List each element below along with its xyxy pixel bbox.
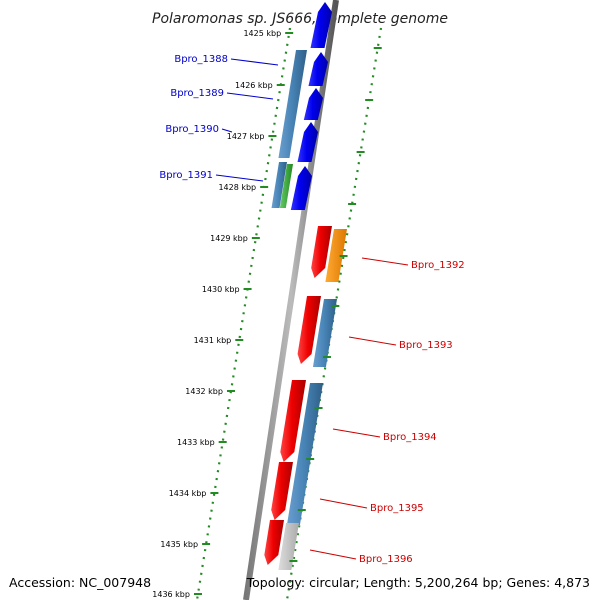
reverse-cds-shape <box>271 462 293 520</box>
tick-label: 1427 kbp <box>227 132 265 141</box>
tick-label: 1430 kbp <box>202 285 240 294</box>
forward-cds-shape <box>290 166 312 210</box>
forward-cds-shape <box>297 122 318 162</box>
gene-leader-line <box>309 549 357 560</box>
gene-label[interactable]: Bpro_1390 <box>165 124 219 135</box>
gene-label[interactable]: Bpro_1396 <box>359 554 413 565</box>
reverse-cds-shape <box>280 380 306 462</box>
left-ruler-line <box>195 27 292 600</box>
gene-shape <box>286 383 323 525</box>
tick-group: 1425 kbp 1426 kbp 1427 kbp 1428 kbp 1429 kbp… <box>152 29 382 599</box>
gene-leader-line <box>319 498 368 509</box>
gene-leader-line <box>348 336 397 346</box>
gene-shape <box>312 299 337 367</box>
reverse-cds-shape <box>264 520 284 565</box>
tick-label: 1435 kbp <box>160 540 198 549</box>
grey-feature-shape <box>278 523 299 570</box>
forward-cds-shape <box>303 88 323 120</box>
reverse-cds-shape <box>311 226 332 278</box>
gene-leader-line <box>332 428 381 438</box>
rna-gene-shape <box>279 164 293 208</box>
forward-cds-shape <box>310 2 332 48</box>
reverse-cds-shape <box>297 296 321 364</box>
gene-leader-line <box>215 174 264 182</box>
forward-cds-shape <box>308 52 328 86</box>
gene-label[interactable]: Bpro_1389 <box>170 88 224 99</box>
gene-leader-line <box>221 128 233 133</box>
gene-leader-line <box>361 257 409 266</box>
gene-label[interactable]: Bpro_1392 <box>411 260 465 271</box>
tick-label: 1432 kbp <box>185 387 223 396</box>
tick-label: 1436 kbp <box>152 590 190 599</box>
accession-text: Accession: NC_007948 <box>9 575 151 590</box>
tick-label: 1431 kbp <box>194 336 232 345</box>
tick-label: 1433 kbp <box>177 438 215 447</box>
gene-label-group: Bpro_1388 Bpro_1389 Bpro_1390 Bpro_1391 Bpro… <box>159 54 464 565</box>
gene-label[interactable]: Bpro_1388 <box>174 54 228 65</box>
tick-label: 1428 kbp <box>218 183 256 192</box>
gene-label[interactable]: Bpro_1395 <box>370 503 424 514</box>
gene-label[interactable]: Bpro_1393 <box>399 340 453 351</box>
feature-group <box>264 2 347 570</box>
map-title: Polaromonas sp. JS666, complete genome <box>152 11 448 27</box>
tick-label: 1426 kbp <box>235 81 273 90</box>
gene-leader-line <box>226 92 274 100</box>
gene-shape <box>271 162 287 208</box>
tick-label: 1425 kbp <box>243 29 281 38</box>
orange-feature-shape <box>325 229 347 282</box>
gene-shape <box>278 50 307 158</box>
tick-label: 1429 kbp <box>210 234 248 243</box>
gene-leader-line <box>230 58 279 66</box>
tick-label: 1434 kbp <box>169 489 207 498</box>
gene-label[interactable]: Bpro_1394 <box>383 432 437 443</box>
gene-label[interactable]: Bpro_1391 <box>159 170 213 181</box>
topology-text: Topology: circular; Length: 5,200,264 bp… <box>246 575 590 590</box>
